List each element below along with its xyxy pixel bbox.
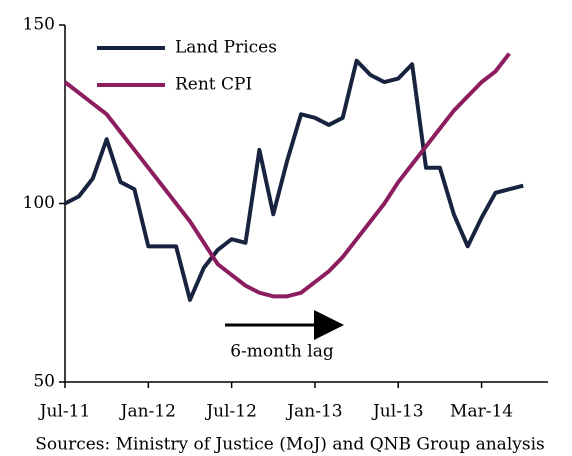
y-tick-label: 150 bbox=[23, 15, 55, 35]
x-tick-label: Jul-11 bbox=[38, 402, 91, 422]
x-tick-label: Jul-13 bbox=[371, 402, 424, 422]
y-tick-label: 100 bbox=[23, 193, 55, 213]
x-tick-label: Jul-12 bbox=[204, 402, 257, 422]
x-tick-label: Mar-14 bbox=[450, 402, 513, 422]
legend-label: Land Prices bbox=[175, 38, 277, 58]
annotation: 6-month lag bbox=[230, 342, 334, 362]
legend-label: Rent CPI bbox=[175, 75, 252, 95]
x-tick-label: Jan-13 bbox=[285, 402, 342, 422]
series-line bbox=[63, 52, 511, 299]
series-line bbox=[64, 58, 524, 302]
y-tick-label: 50 bbox=[33, 372, 55, 392]
source: Sources: Ministry of Justice (MoJ) and Q… bbox=[35, 435, 545, 455]
x-tick-label: Jan-12 bbox=[119, 402, 176, 422]
